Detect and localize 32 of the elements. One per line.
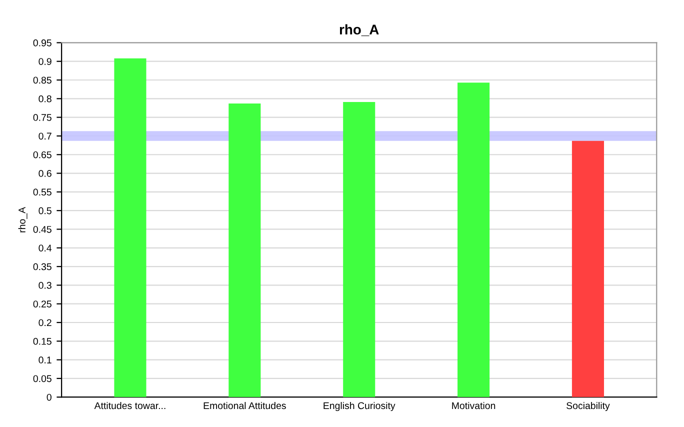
chart-title: rho_A (340, 24, 379, 36)
y-tick-label: 0.1 (38, 356, 52, 364)
y-tick-label: 0 (46, 394, 52, 401)
y-tick-label: 0.25 (33, 300, 52, 308)
x-tick-label: Attitudes towar... (94, 402, 166, 410)
bar (343, 102, 376, 398)
y-tick-label: 0.15 (33, 338, 52, 345)
y-tick-label: 0.85 (33, 76, 52, 84)
x-tick-label: Emotional Attitudes (204, 402, 286, 410)
bar (228, 104, 261, 398)
y-axis-title: rho_A (18, 206, 28, 232)
x-tick-label: Motivation (452, 402, 496, 410)
y-tick-label: 0.45 (33, 226, 52, 233)
y-tick-label: 0.6 (38, 170, 52, 177)
y-tick-label: 0.35 (33, 263, 52, 270)
y-tick-label: 0.55 (33, 188, 52, 196)
y-tick-label: 0.05 (33, 375, 52, 382)
bar (572, 140, 604, 398)
y-tick-label: 0.75 (33, 114, 52, 121)
y-tick-label: 0.95 (33, 39, 52, 46)
y-tick-label: 0.4 (38, 244, 52, 252)
y-tick-label: 0.8 (38, 95, 52, 102)
y-tick-label: 0.65 (33, 151, 52, 158)
y-tick-label: 0.5 (38, 207, 52, 214)
y-tick-label: 0.3 (38, 282, 52, 289)
bar (458, 82, 490, 398)
y-tick-label: 0.2 (38, 319, 52, 326)
y-tick-label: 0.9 (38, 58, 52, 65)
y-tick-label: 0.7 (38, 132, 52, 140)
bar (114, 58, 146, 398)
x-tick-label: English Curiosity (324, 402, 396, 412)
x-tick-label: Sociability (566, 402, 610, 412)
